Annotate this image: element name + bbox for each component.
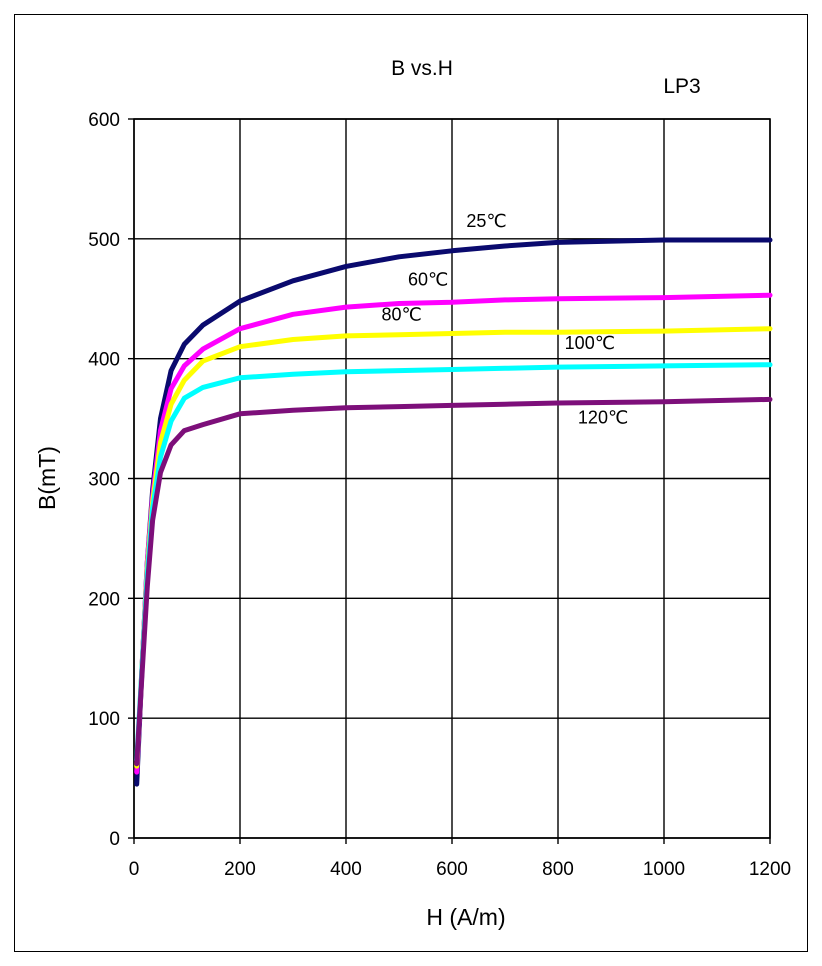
x-tick-label: 800 [542, 859, 574, 880]
series-line-25c [134, 237, 773, 787]
x-tick-label: 1200 [749, 859, 791, 880]
curve-labels: 25℃ 60℃ 80℃ 100℃ 120℃ [382, 211, 629, 428]
y-tick-label: 0 [109, 829, 120, 850]
x-tick-label: 400 [330, 859, 362, 880]
chart-title: B vs.H [391, 57, 453, 80]
x-axis-title: H (A/m) [426, 904, 505, 930]
y-tick-label: 100 [88, 709, 120, 730]
y-tick-label: 500 [88, 230, 120, 251]
series-line-100c [134, 362, 773, 763]
x-tick-label: 0 [129, 859, 140, 880]
chart-frame [14, 14, 808, 952]
y-tick-label: 600 [88, 110, 120, 131]
curve-label: 80℃ [382, 304, 422, 324]
series-line-120c [134, 396, 773, 767]
x-tick-label: 200 [224, 859, 256, 880]
x-tick-label: 600 [436, 859, 468, 880]
y-tick-label: 300 [88, 470, 120, 491]
y-tick-label: 400 [88, 350, 120, 371]
x-tick-label: 1000 [643, 859, 685, 880]
curve-label: 25℃ [466, 211, 506, 231]
ticks: 0 100 200 300 400 500 600 0 200 400 600 800 1000 1200 [88, 110, 791, 880]
chart-subtitle: LP3 [663, 75, 700, 98]
series-layer [134, 237, 773, 787]
curve-label: 120℃ [578, 407, 628, 427]
series-line-80c [134, 326, 773, 769]
y-tick-label: 200 [88, 589, 120, 610]
grid [133, 118, 771, 839]
curve-label: 60℃ [408, 270, 448, 290]
curve-label: 100℃ [565, 333, 615, 353]
y-axis-title: B(mT) [34, 446, 60, 510]
